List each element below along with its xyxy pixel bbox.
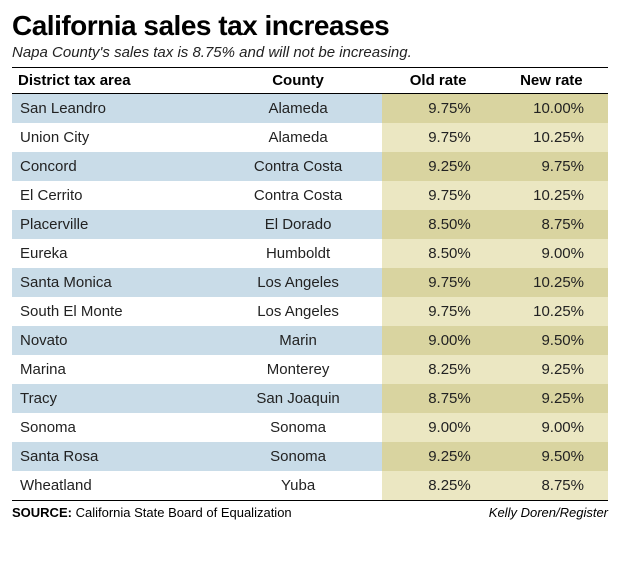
cell-district: San Leandro xyxy=(12,94,215,124)
cell-district: Tracy xyxy=(12,384,215,413)
header-old: Old rate xyxy=(382,68,495,94)
cell-district: Santa Monica xyxy=(12,268,215,297)
table-row: South El MonteLos Angeles9.75%10.25% xyxy=(12,297,608,326)
cell-new-rate: 9.00% xyxy=(495,413,608,442)
cell-county: Sonoma xyxy=(215,442,382,471)
cell-county: Contra Costa xyxy=(215,152,382,181)
table-row: SonomaSonoma9.00%9.00% xyxy=(12,413,608,442)
cell-old-rate: 9.75% xyxy=(382,297,495,326)
footer: SOURCE: California State Board of Equali… xyxy=(12,500,608,520)
cell-district: Sonoma xyxy=(12,413,215,442)
table-row: MarinaMonterey8.25%9.25% xyxy=(12,355,608,384)
cell-old-rate: 9.25% xyxy=(382,442,495,471)
cell-new-rate: 8.75% xyxy=(495,471,608,500)
table-row: ConcordContra Costa9.25%9.75% xyxy=(12,152,608,181)
cell-district: Santa Rosa xyxy=(12,442,215,471)
cell-county: Humboldt xyxy=(215,239,382,268)
cell-new-rate: 8.75% xyxy=(495,210,608,239)
cell-new-rate: 9.75% xyxy=(495,152,608,181)
header-new: New rate xyxy=(495,68,608,94)
table-row: PlacervilleEl Dorado8.50%8.75% xyxy=(12,210,608,239)
cell-district: El Cerrito xyxy=(12,181,215,210)
cell-new-rate: 10.25% xyxy=(495,181,608,210)
cell-old-rate: 8.25% xyxy=(382,471,495,500)
cell-county: San Joaquin xyxy=(215,384,382,413)
source-value: California State Board of Equalization xyxy=(76,505,292,520)
cell-old-rate: 9.75% xyxy=(382,123,495,152)
table-row: EurekaHumboldt8.50%9.00% xyxy=(12,239,608,268)
cell-county: Monterey xyxy=(215,355,382,384)
header-district: District tax area xyxy=(12,68,215,94)
cell-district: Union City xyxy=(12,123,215,152)
cell-district: Wheatland xyxy=(12,471,215,500)
cell-district: South El Monte xyxy=(12,297,215,326)
cell-old-rate: 9.00% xyxy=(382,326,495,355)
cell-new-rate: 9.25% xyxy=(495,355,608,384)
cell-district: Concord xyxy=(12,152,215,181)
cell-county: Marin xyxy=(215,326,382,355)
table-row: San LeandroAlameda9.75%10.00% xyxy=(12,94,608,124)
cell-new-rate: 10.00% xyxy=(495,94,608,124)
table-row: NovatoMarin9.00%9.50% xyxy=(12,326,608,355)
cell-county: Sonoma xyxy=(215,413,382,442)
cell-county: El Dorado xyxy=(215,210,382,239)
cell-old-rate: 9.75% xyxy=(382,268,495,297)
source: SOURCE: California State Board of Equali… xyxy=(12,505,292,520)
cell-county: Los Angeles xyxy=(215,268,382,297)
cell-county: Alameda xyxy=(215,123,382,152)
page-subtitle: Napa County's sales tax is 8.75% and wil… xyxy=(12,44,608,61)
tax-table: District tax area County Old rate New ra… xyxy=(12,67,608,500)
cell-new-rate: 9.00% xyxy=(495,239,608,268)
source-label: SOURCE: xyxy=(12,505,72,520)
cell-district: Marina xyxy=(12,355,215,384)
cell-district: Eureka xyxy=(12,239,215,268)
cell-district: Novato xyxy=(12,326,215,355)
table-row: Santa RosaSonoma9.25%9.50% xyxy=(12,442,608,471)
cell-county: Yuba xyxy=(215,471,382,500)
table-row: TracySan Joaquin8.75%9.25% xyxy=(12,384,608,413)
cell-county: Alameda xyxy=(215,94,382,124)
cell-district: Placerville xyxy=(12,210,215,239)
cell-county: Los Angeles xyxy=(215,297,382,326)
cell-old-rate: 9.25% xyxy=(382,152,495,181)
cell-old-rate: 9.75% xyxy=(382,94,495,124)
cell-old-rate: 8.75% xyxy=(382,384,495,413)
page-title: California sales tax increases xyxy=(12,10,608,42)
cell-new-rate: 9.50% xyxy=(495,442,608,471)
header-row: District tax area County Old rate New ra… xyxy=(12,68,608,94)
table-row: El CerritoContra Costa9.75%10.25% xyxy=(12,181,608,210)
cell-county: Contra Costa xyxy=(215,181,382,210)
cell-new-rate: 10.25% xyxy=(495,297,608,326)
table-row: Union CityAlameda9.75%10.25% xyxy=(12,123,608,152)
table-row: WheatlandYuba8.25%8.75% xyxy=(12,471,608,500)
table-row: Santa MonicaLos Angeles9.75%10.25% xyxy=(12,268,608,297)
cell-old-rate: 8.50% xyxy=(382,239,495,268)
cell-old-rate: 8.50% xyxy=(382,210,495,239)
cell-old-rate: 8.25% xyxy=(382,355,495,384)
cell-old-rate: 9.75% xyxy=(382,181,495,210)
table-body: San LeandroAlameda9.75%10.00% Union City… xyxy=(12,94,608,501)
cell-old-rate: 9.00% xyxy=(382,413,495,442)
cell-new-rate: 10.25% xyxy=(495,123,608,152)
cell-new-rate: 9.25% xyxy=(495,384,608,413)
cell-new-rate: 9.50% xyxy=(495,326,608,355)
header-county: County xyxy=(215,68,382,94)
cell-new-rate: 10.25% xyxy=(495,268,608,297)
credit: Kelly Doren/Register xyxy=(489,505,608,520)
